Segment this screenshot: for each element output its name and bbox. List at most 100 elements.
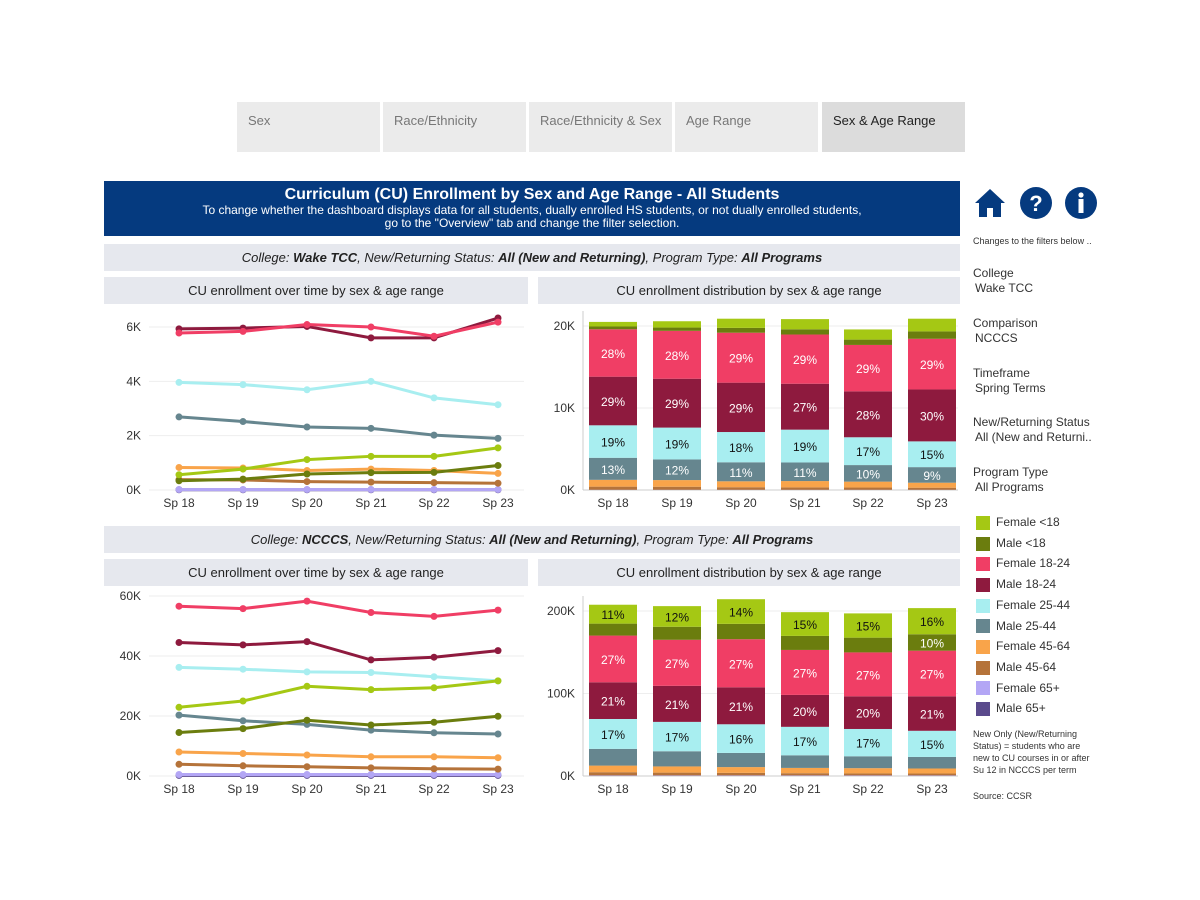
bar-segment bbox=[781, 481, 829, 488]
legend-swatch bbox=[976, 660, 990, 675]
data-point bbox=[367, 721, 375, 729]
bar-segment-label: 27% bbox=[856, 668, 880, 682]
filter-label: , Program Type: bbox=[636, 532, 733, 547]
data-point bbox=[430, 771, 438, 778]
tab-race-ethnicity-sex[interactable]: Race/Ethnicity & Sex bbox=[529, 102, 672, 152]
bar-segment bbox=[908, 441, 956, 468]
x-tick-label: Sp 18 bbox=[597, 782, 629, 796]
series-line-female-18-24 bbox=[178, 320, 499, 338]
x-tick-label: Sp 20 bbox=[291, 782, 323, 796]
home-icon[interactable] bbox=[973, 186, 1007, 220]
y-tick-label: 20K bbox=[120, 709, 141, 723]
legend-label: Male 65+ bbox=[996, 701, 1046, 716]
filter-label: College bbox=[973, 266, 1014, 280]
bar-segment bbox=[589, 772, 637, 776]
data-point bbox=[239, 327, 247, 335]
bar-segment bbox=[589, 376, 637, 426]
y-tick-label: 40K bbox=[120, 649, 141, 663]
tab-sex-age-range[interactable]: Sex & Age Range bbox=[822, 102, 965, 152]
data-point bbox=[175, 663, 183, 671]
bar-segment bbox=[781, 755, 829, 768]
bar-segment-label: 21% bbox=[729, 700, 753, 714]
filter-value[interactable]: NCCCS bbox=[975, 330, 1018, 345]
data-point bbox=[239, 762, 247, 770]
filter-value[interactable]: All (New and Returni.. bbox=[975, 430, 1092, 445]
bar-segment bbox=[589, 329, 637, 377]
legend-item[interactable]: Female 65+ bbox=[976, 681, 1060, 697]
bar-segment bbox=[717, 772, 765, 776]
data-point bbox=[367, 334, 375, 342]
x-tick-label: Sp 19 bbox=[661, 496, 693, 510]
line-chart-wake: 0K 2K 4K 6K Sp 18 Sp 19 Sp 20 Sp 21 Sp 22 Sp 23 bbox=[126, 314, 524, 510]
legend-item[interactable]: Female 18-24 bbox=[976, 556, 1070, 572]
bar-segment-label: 20% bbox=[793, 705, 817, 719]
x-tick-label: Sp 21 bbox=[789, 782, 821, 796]
bar-segment bbox=[844, 652, 892, 697]
data-point bbox=[430, 673, 438, 681]
filter-value[interactable]: Wake TCC bbox=[975, 281, 1034, 295]
legend-swatch bbox=[976, 681, 990, 696]
bar-segment bbox=[717, 639, 765, 688]
data-point bbox=[303, 763, 311, 771]
bar-segment bbox=[844, 465, 892, 482]
x-tick-label: Sp 19 bbox=[661, 782, 693, 796]
bar-segment bbox=[844, 756, 892, 769]
bar-segment bbox=[908, 634, 956, 651]
x-tick-label: Sp 21 bbox=[789, 496, 821, 510]
legend-item[interactable]: Female <18 bbox=[976, 515, 1060, 531]
x-tick-label: Sp 20 bbox=[291, 496, 323, 510]
legend-item[interactable]: Male <18 bbox=[976, 536, 1046, 552]
help-icon[interactable]: ? bbox=[1019, 186, 1053, 220]
bar-segment bbox=[908, 756, 956, 769]
legend-item[interactable]: Male 45-64 bbox=[976, 660, 1056, 676]
bar-segment bbox=[653, 486, 701, 490]
bar-segment-label: 15% bbox=[920, 738, 944, 752]
data-point bbox=[239, 465, 247, 473]
data-point bbox=[494, 754, 502, 762]
x-tick-label: Sp 21 bbox=[355, 782, 387, 796]
data-point bbox=[494, 318, 502, 326]
bar-segment bbox=[717, 623, 765, 640]
bar-segment bbox=[653, 321, 701, 328]
header-subtitle: To change whether the dashboard displays… bbox=[202, 203, 862, 217]
bar-segment bbox=[908, 608, 956, 635]
bar-segment bbox=[781, 767, 829, 774]
filter-value[interactable]: Spring Terms bbox=[975, 380, 1046, 395]
bar-segment bbox=[781, 726, 829, 756]
data-point bbox=[303, 470, 311, 478]
legend-label: Male 25-44 bbox=[996, 618, 1057, 633]
series-line-female-18 bbox=[178, 679, 499, 709]
bar-segment bbox=[844, 339, 892, 345]
tab-age-range[interactable]: Age Range bbox=[675, 102, 818, 152]
data-point bbox=[175, 748, 183, 756]
x-tick-label: Sp 22 bbox=[418, 496, 450, 510]
page-title: Curriculum (CU) Enrollment by Sex and Ag… bbox=[284, 186, 780, 203]
legend-item[interactable]: Female 25-44 bbox=[976, 598, 1070, 614]
bar-segment bbox=[781, 429, 829, 463]
x-tick-label: Sp 18 bbox=[163, 782, 195, 796]
data-point bbox=[239, 771, 247, 778]
bar-segment bbox=[908, 467, 956, 483]
data-point bbox=[367, 771, 375, 778]
filter-summary-ncccs: College: NCCCS, New/Returning Status: Al… bbox=[104, 526, 960, 553]
filter-value: All Programs bbox=[732, 532, 814, 547]
tab-race-ethnicity[interactable]: Race/Ethnicity bbox=[383, 102, 526, 152]
bar-segment bbox=[653, 378, 701, 428]
series-line-male-18 bbox=[178, 714, 499, 734]
tab-sex[interactable]: Sex bbox=[237, 102, 380, 152]
data-point bbox=[239, 475, 247, 483]
bar-segment-label: 28% bbox=[665, 349, 689, 363]
filter-value[interactable]: All Programs bbox=[975, 480, 1044, 495]
filter-label: Comparison bbox=[973, 315, 1038, 330]
legend-item[interactable]: Female 45-64 bbox=[976, 639, 1070, 655]
legend-item[interactable]: Male 18-24 bbox=[976, 577, 1056, 593]
bar-segment bbox=[717, 318, 765, 328]
legend-item[interactable]: Male 65+ bbox=[976, 701, 1046, 717]
bar-segment bbox=[717, 767, 765, 773]
data-point bbox=[367, 323, 375, 331]
info-icon[interactable] bbox=[1064, 186, 1098, 220]
data-point bbox=[494, 485, 502, 493]
bar-segment-label: 16% bbox=[729, 733, 753, 747]
legend-item[interactable]: Male 25-44 bbox=[976, 619, 1056, 635]
